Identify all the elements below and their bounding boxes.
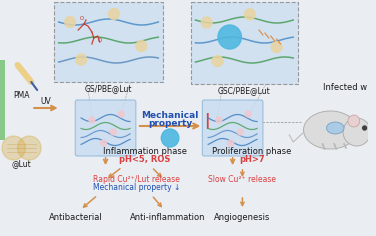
Text: Cu: Cu <box>165 135 174 139</box>
Text: Antibacterial: Antibacterial <box>49 214 103 223</box>
Circle shape <box>89 117 95 123</box>
Circle shape <box>343 118 370 146</box>
Text: GSC/PBE@Lut: GSC/PBE@Lut <box>218 87 271 96</box>
Text: Inflammation phase: Inflammation phase <box>103 148 186 156</box>
Circle shape <box>109 8 119 20</box>
Circle shape <box>18 136 41 160</box>
Text: Mechanical property ↓: Mechanical property ↓ <box>93 184 180 193</box>
Circle shape <box>2 136 26 160</box>
Bar <box>191 2 298 84</box>
Circle shape <box>348 115 360 127</box>
Circle shape <box>238 129 243 135</box>
Bar <box>54 2 163 82</box>
Text: property: property <box>148 119 192 128</box>
Text: Slow Cu²⁺ release: Slow Cu²⁺ release <box>208 174 276 184</box>
Circle shape <box>111 129 116 135</box>
Ellipse shape <box>326 122 344 134</box>
Text: Anti-inflammation: Anti-inflammation <box>130 214 206 223</box>
Text: Infected w: Infected w <box>323 84 367 93</box>
Circle shape <box>118 111 124 117</box>
Text: 2+: 2+ <box>172 140 178 144</box>
Text: Cu: Cu <box>225 33 234 38</box>
Circle shape <box>246 111 251 117</box>
Circle shape <box>271 42 282 53</box>
Circle shape <box>65 17 76 28</box>
Text: pH>7: pH>7 <box>240 156 265 164</box>
Circle shape <box>161 129 179 147</box>
Circle shape <box>216 117 222 123</box>
Circle shape <box>362 126 367 130</box>
Circle shape <box>101 140 106 146</box>
Circle shape <box>212 55 223 67</box>
Circle shape <box>202 17 212 28</box>
Text: O: O <box>98 38 102 42</box>
Ellipse shape <box>303 111 357 149</box>
Text: Mechanical: Mechanical <box>141 111 199 121</box>
Bar <box>0 60 5 140</box>
FancyBboxPatch shape <box>75 100 136 156</box>
Text: GS/PBE@Lut: GS/PBE@Lut <box>85 84 132 93</box>
Circle shape <box>244 9 255 20</box>
Circle shape <box>218 25 241 49</box>
FancyBboxPatch shape <box>202 100 263 156</box>
Circle shape <box>136 41 147 51</box>
Text: |: | <box>205 113 210 129</box>
Text: Angiogenesis: Angiogenesis <box>214 214 271 223</box>
Text: Proliferation phase: Proliferation phase <box>212 148 292 156</box>
Text: Rapid Cu²⁺/Lut release: Rapid Cu²⁺/Lut release <box>93 174 180 184</box>
Circle shape <box>228 140 233 146</box>
Text: PMA: PMA <box>13 90 30 100</box>
Text: pH<5, ROS: pH<5, ROS <box>119 156 170 164</box>
Text: O: O <box>80 16 84 21</box>
Circle shape <box>76 54 86 65</box>
Text: 2+: 2+ <box>231 38 238 42</box>
Text: @Lut: @Lut <box>12 160 31 169</box>
Text: UV: UV <box>41 97 51 106</box>
